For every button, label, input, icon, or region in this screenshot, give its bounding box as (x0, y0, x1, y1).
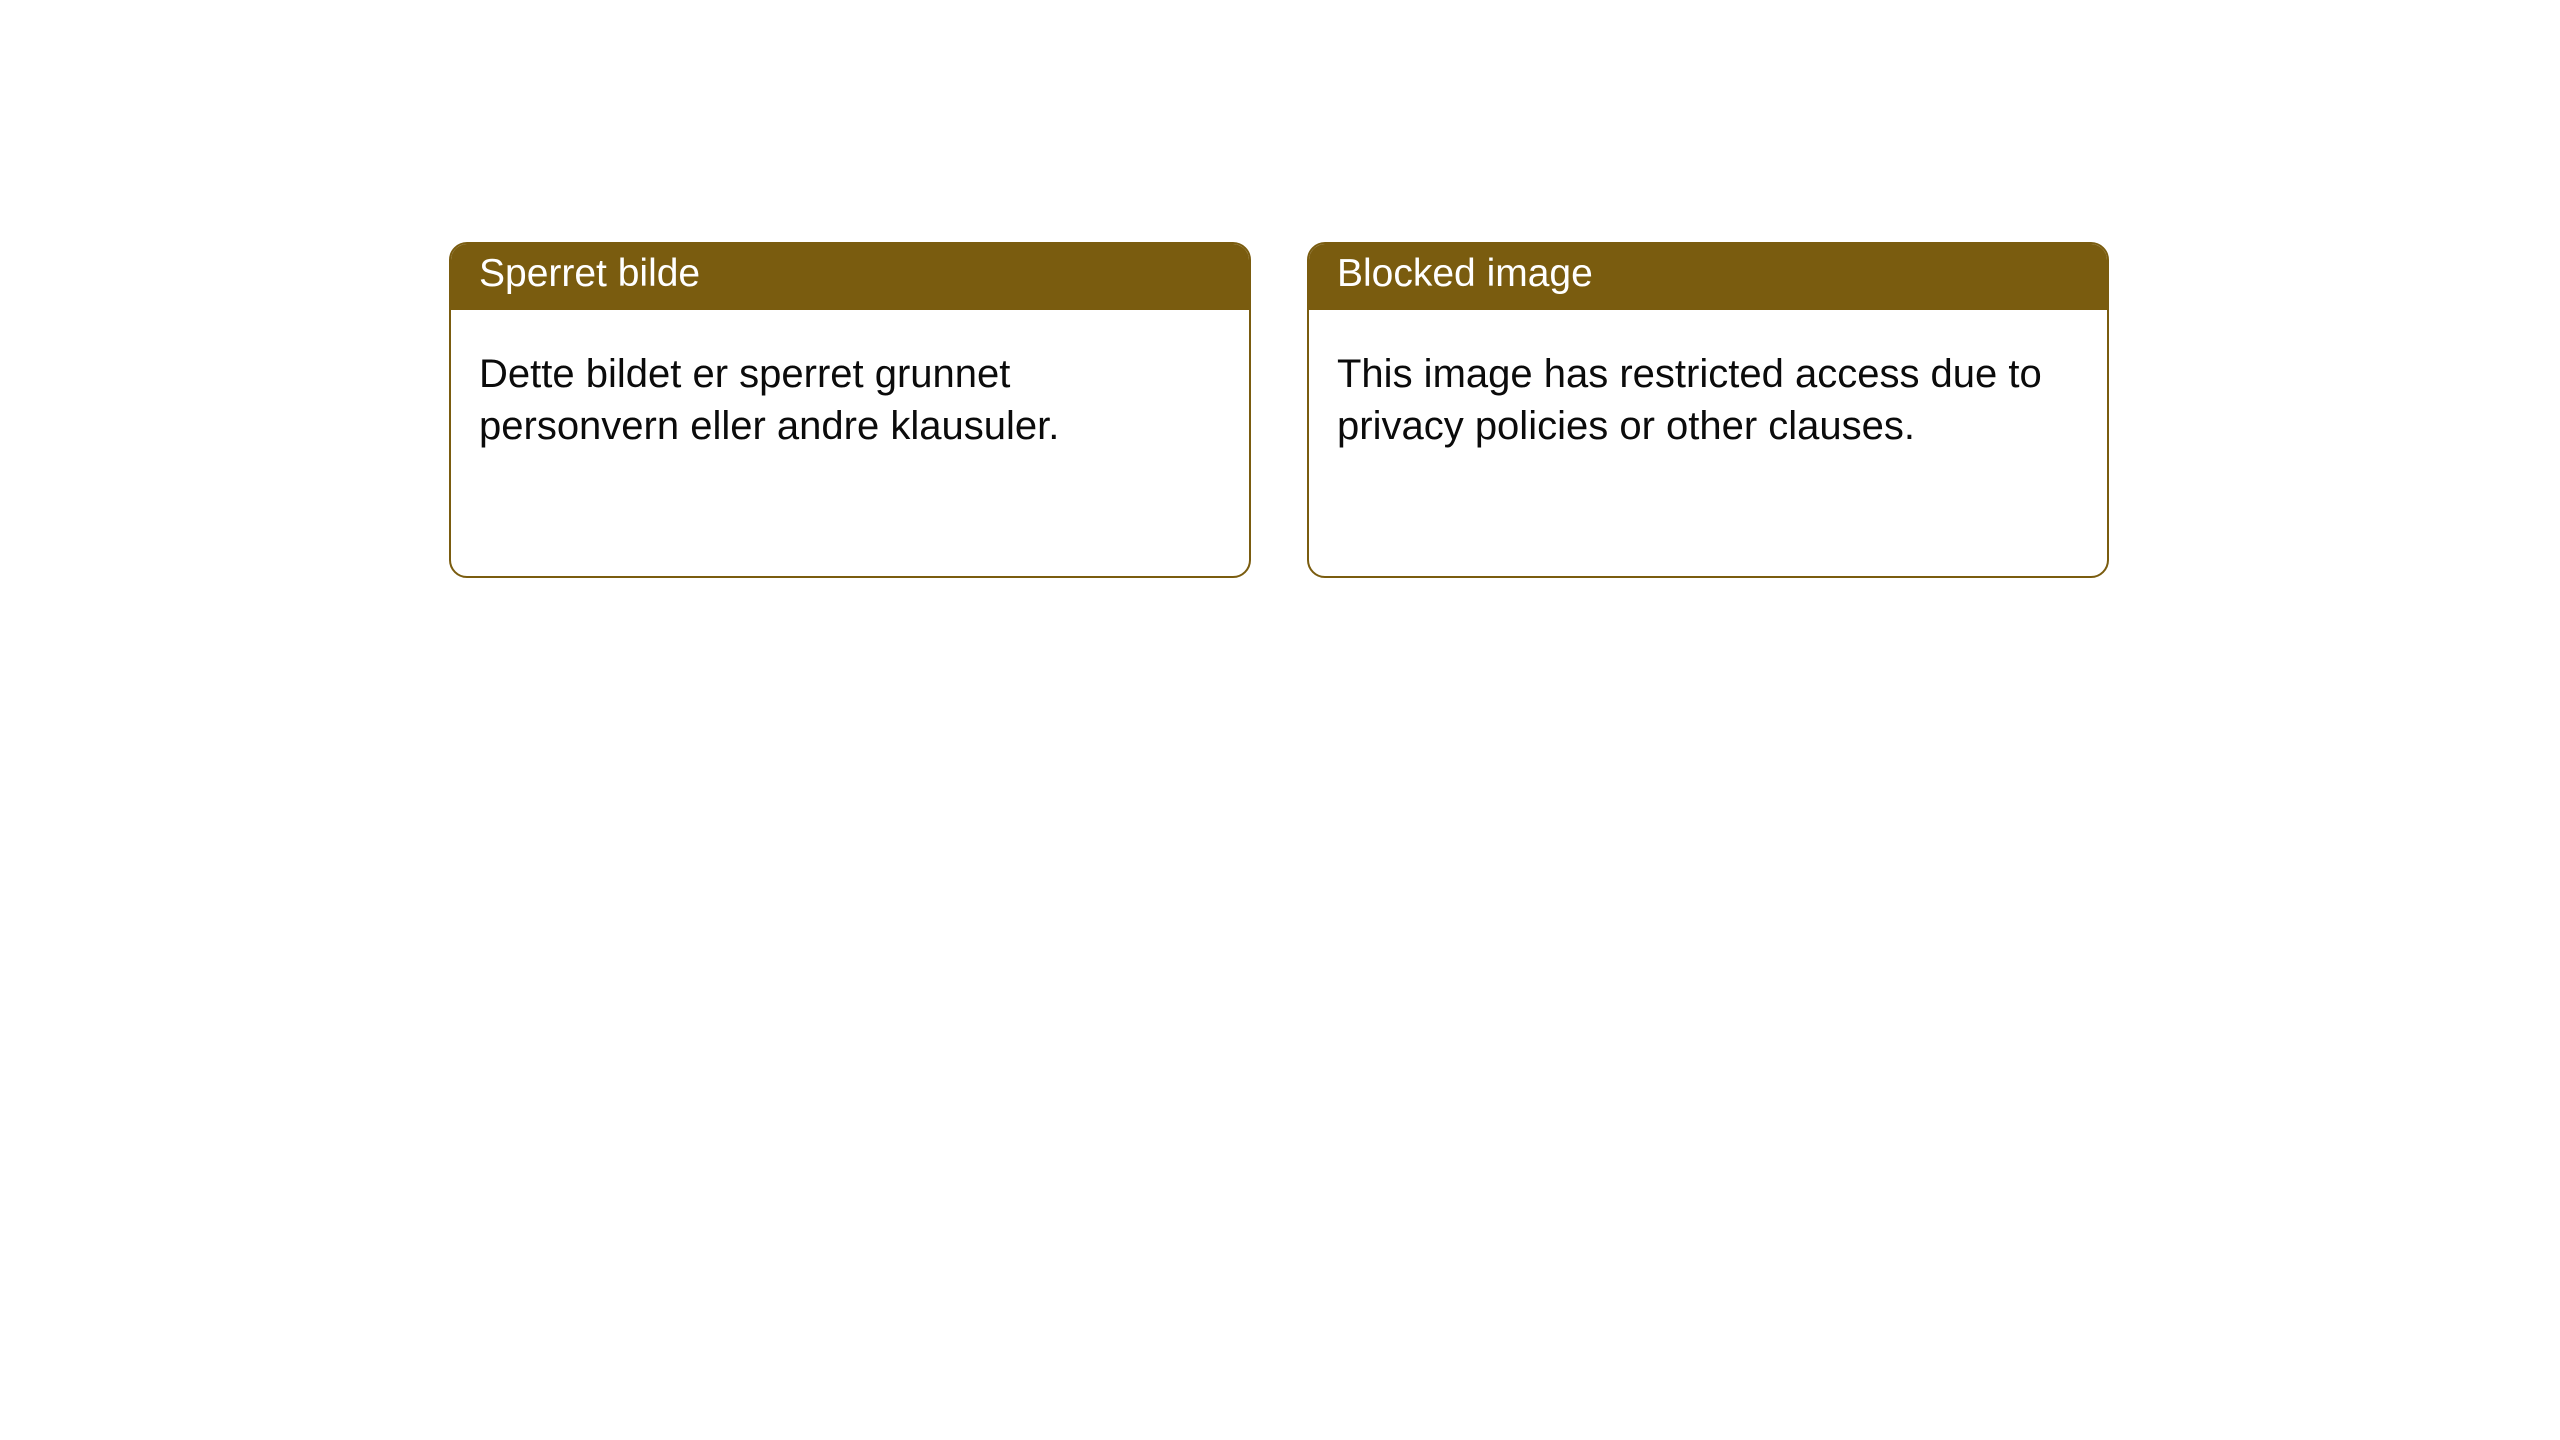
card-title-english: Blocked image (1309, 244, 2107, 310)
card-body-english: This image has restricted access due to … (1309, 310, 2107, 490)
card-title-norwegian: Sperret bilde (451, 244, 1249, 310)
card-english: Blocked image This image has restricted … (1307, 242, 2109, 578)
card-body-norwegian: Dette bildet er sperret grunnet personve… (451, 310, 1249, 490)
cards-container: Sperret bilde Dette bildet er sperret gr… (449, 242, 2109, 578)
card-norwegian: Sperret bilde Dette bildet er sperret gr… (449, 242, 1251, 578)
